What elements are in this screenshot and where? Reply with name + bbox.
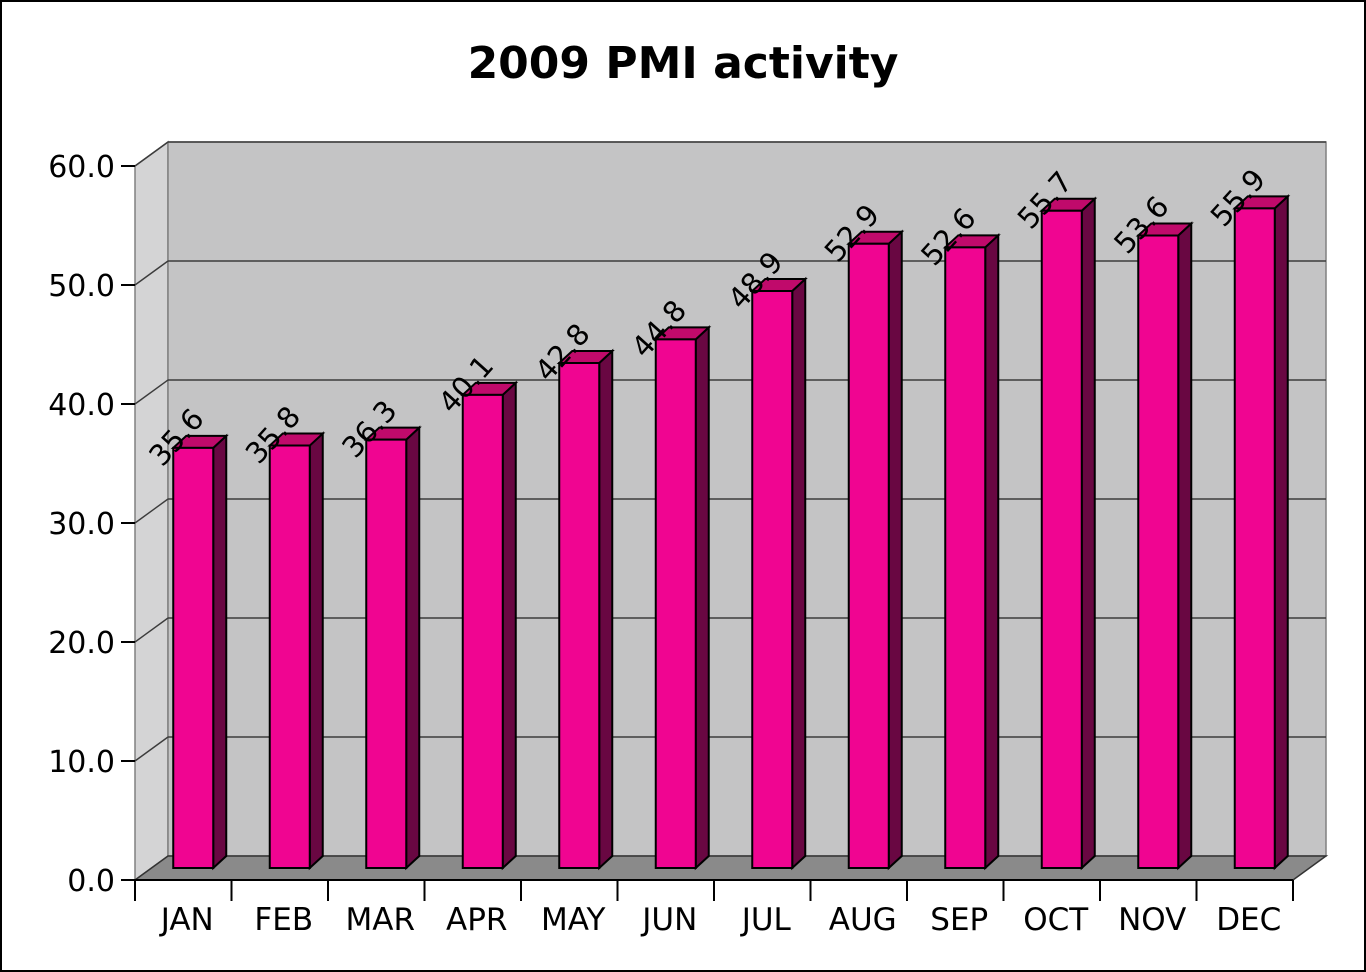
- y-tick-label-60.0: 60.0: [48, 150, 115, 185]
- bar-side-mar: [405, 425, 421, 871]
- bar-apr: [460, 380, 519, 871]
- bar-front-dec: [1233, 207, 1276, 869]
- gridline-side-20: [134, 617, 169, 643]
- x-tick-label-sep: SEP: [930, 902, 988, 938]
- bar-front-sep: [944, 246, 987, 869]
- bar-side-nov: [1177, 221, 1193, 871]
- x-tick-label-mar: MAR: [346, 902, 416, 938]
- bar-front-jul: [751, 289, 794, 869]
- bar-front-jan: [172, 446, 215, 869]
- x-tick-label-jun: JUN: [640, 902, 697, 938]
- bar-feb: [267, 431, 326, 871]
- bar-aug: [846, 229, 905, 871]
- bar-jun: [653, 325, 712, 871]
- gridline-side-10: [134, 736, 169, 762]
- gridline-side-60: [134, 141, 169, 167]
- y-tick-label-20.0: 20.0: [48, 626, 115, 661]
- y-tick-label-50.0: 50.0: [48, 269, 115, 304]
- bar-side-jul: [791, 276, 807, 871]
- bar-side-oct: [1080, 196, 1096, 871]
- bar-sep: [942, 233, 1001, 871]
- x-tick-label-aug: AUG: [829, 902, 897, 938]
- y-tick-label-10.0: 10.0: [48, 745, 115, 780]
- x-tick-label-apr: APR: [446, 902, 507, 938]
- gridline-side-50: [134, 260, 169, 286]
- bar-mar: [363, 425, 422, 871]
- bar-front-oct: [1040, 209, 1083, 869]
- gridline-side-40: [134, 379, 169, 405]
- bar-side-sep: [984, 233, 1000, 871]
- y-tick-label-40.0: 40.0: [48, 388, 115, 423]
- bar-side-aug: [887, 229, 903, 871]
- bar-front-jun: [654, 338, 697, 869]
- bar-front-aug: [847, 242, 890, 869]
- bar-oct: [1039, 196, 1098, 871]
- x-tick-label-jul: JUL: [740, 902, 792, 938]
- bar-side-feb: [308, 431, 324, 871]
- bar-side-jan: [212, 433, 228, 871]
- gridline-side-30: [134, 498, 169, 524]
- bar-side-may: [598, 348, 614, 871]
- bar-jan: [170, 433, 229, 871]
- x-tick-label-dec: DEC: [1216, 902, 1281, 938]
- x-tick-label-may: MAY: [541, 902, 606, 938]
- x-tick-label-jan: JAN: [159, 902, 214, 938]
- bar-front-nov: [1137, 234, 1180, 869]
- bar-front-may: [558, 361, 601, 869]
- plot-area: 0.0 10.0 20.0 30.0 40.0 50.0 60.0 JAN FEB MAR APR M…: [48, 140, 1329, 938]
- x-tick-label-oct: OCT: [1023, 902, 1089, 938]
- y-tick-label-30.0: 30.0: [48, 507, 115, 542]
- bar-jul: [749, 276, 808, 871]
- x-tick-label-feb: FEB: [254, 902, 313, 938]
- x-tick-label-nov: NOV: [1118, 902, 1186, 938]
- y-tick-label-0.0: 0.0: [67, 864, 115, 899]
- chart-title: 2009 PMI activity: [468, 38, 899, 89]
- bar-nov: [1135, 221, 1194, 871]
- bar-front-feb: [268, 444, 311, 869]
- bar-side-jun: [694, 325, 710, 871]
- bar-front-mar: [365, 438, 408, 869]
- bar-side-apr: [501, 380, 517, 871]
- bar-front-apr: [461, 393, 504, 869]
- bar-may: [556, 348, 615, 871]
- bar-dec: [1232, 194, 1291, 871]
- bar-side-dec: [1273, 194, 1289, 871]
